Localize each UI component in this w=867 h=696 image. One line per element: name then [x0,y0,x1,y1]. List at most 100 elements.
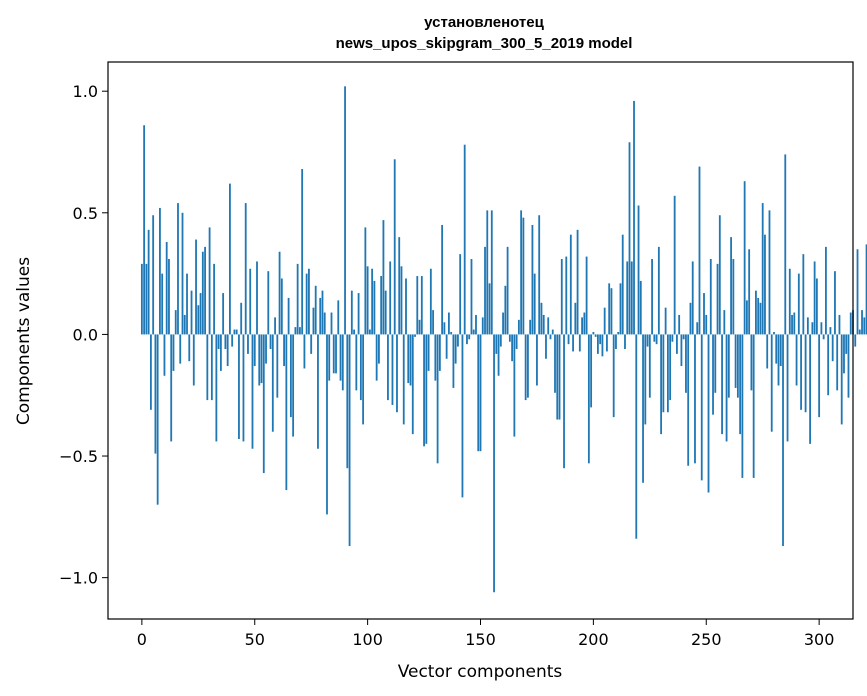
bar-137 [450,331,453,335]
bar-245 [694,334,696,464]
bar-318 [858,329,861,335]
bar-88 [339,334,342,381]
bar-213 [621,234,624,335]
bar-127 [427,334,430,371]
bar-5 [152,215,155,335]
bar-247 [698,166,701,335]
bar-0 [140,263,143,335]
bar-14 [172,334,175,371]
x-tick-label: 300 [804,630,835,649]
bar-238 [678,314,681,335]
bar-53 [260,334,263,384]
bar-206 [606,334,608,352]
bar-43 [238,334,240,440]
bar-234 [669,334,672,401]
bar-181 [549,334,552,340]
bar-126 [425,334,428,444]
bar-228 [655,334,658,345]
bar-134 [443,322,446,335]
bar-287 [788,268,791,335]
bar-26 [199,293,202,335]
bar-71 [301,169,304,335]
bar-34 [217,334,220,350]
bar-271 [752,334,755,478]
bar-224 [646,334,649,347]
bar-132 [438,334,441,371]
bar-2 [145,263,148,335]
bar-305 [829,327,832,335]
bar-78 [317,334,319,449]
y-tick-label: −0.5 [59,447,98,466]
bar-73 [305,273,308,335]
bar-235 [671,334,674,342]
bar-147 [472,329,475,335]
bar-9 [161,273,164,335]
bar-56 [267,271,270,335]
bar-166 [515,334,518,350]
bar-27 [201,251,204,335]
bar-177 [540,302,543,335]
bar-46 [244,203,247,335]
bar-222 [642,334,644,483]
bar-298 [813,261,816,335]
bar-259 [725,334,728,442]
bar-202 [596,334,599,354]
x-tick-label: 250 [691,630,722,649]
x-axis-ticks: 0 50 100 150 200 250 300 [137,619,835,649]
bar-98 [362,334,365,425]
bar-77 [314,285,317,335]
bar-309 [838,314,841,335]
bar-220 [637,205,640,335]
bar-266 [741,334,744,478]
bar-75 [310,334,313,354]
y-tick-label: 0.0 [73,325,98,344]
bar-301 [820,322,823,335]
bar-306 [831,334,834,362]
bar-207 [608,283,611,335]
y-tick-label: −1.0 [59,569,98,588]
bar-212 [619,283,622,335]
y-axis-ticks: 1.0 0.5 0.0 −0.5 −1.0 [59,82,108,588]
bar-66 [289,334,292,418]
bar-168 [520,210,523,335]
bar-55 [265,334,267,364]
bar-116 [402,334,405,425]
bar-231 [662,334,665,413]
bar-24 [195,239,197,335]
bar-268 [745,300,748,335]
bar-270 [750,334,753,391]
bar-175 [536,334,538,386]
bar-276 [764,234,766,335]
bar-148 [475,314,477,335]
bar-284 [782,334,784,547]
bar-218 [633,100,635,335]
bar-252 [709,259,712,335]
bar-313 [847,334,850,398]
bar-83 [328,334,331,381]
bar-103 [373,280,376,335]
bar-160 [502,312,504,335]
bar-267 [743,181,746,335]
bar-52 [258,334,261,386]
bar-269 [748,249,751,335]
bar-260 [727,334,730,398]
bar-189 [567,334,570,345]
bar-304 [827,334,830,396]
bar-197 [585,256,588,335]
bar-12 [168,259,170,335]
bar-161 [504,285,507,335]
bar-185 [558,334,561,420]
bar-91 [346,334,349,469]
bar-138 [452,334,455,388]
bar-57 [269,334,272,350]
bar-258 [723,310,726,335]
bar-290 [795,334,798,386]
bar-321 [865,244,867,335]
chart-title-line-1: установленотец [424,14,544,31]
bar-274 [759,302,762,335]
bar-94 [353,329,355,335]
bar-210 [615,334,617,350]
bar-164 [511,334,514,362]
bar-58 [271,334,274,432]
bar-107 [382,220,385,335]
